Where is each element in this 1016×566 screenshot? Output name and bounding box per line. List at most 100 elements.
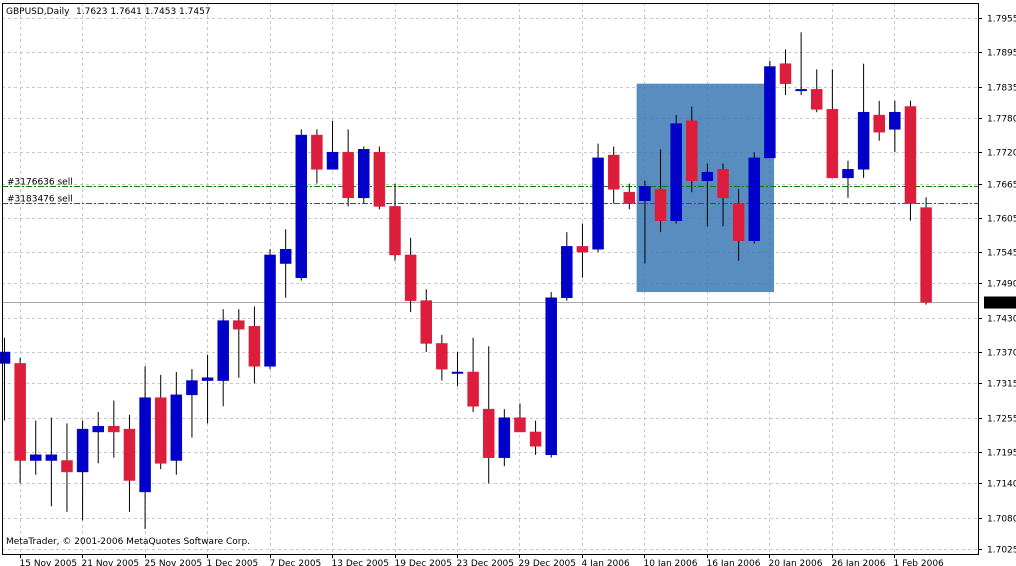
price-label: 1.7665 — [987, 181, 1016, 191]
candle — [795, 32, 807, 96]
candle — [810, 69, 823, 113]
price-label: 1.7430 — [987, 315, 1016, 325]
plot-frame — [2, 3, 979, 555]
candle — [139, 366, 151, 530]
candle-body-bull — [748, 157, 761, 241]
candle-body-bear — [529, 431, 542, 447]
candle-body-bear — [654, 189, 667, 221]
candle — [873, 100, 885, 141]
candle-body-bull — [498, 417, 511, 458]
candle — [732, 189, 745, 261]
candle — [170, 372, 183, 475]
candle — [904, 100, 917, 221]
candle — [561, 232, 573, 301]
order-label: #3183476 sell — [7, 195, 73, 205]
candle-body-bull — [201, 377, 214, 381]
price-label: 1.7955 — [987, 15, 1016, 25]
candle-body-bear — [436, 343, 448, 370]
candle-body-bull — [701, 171, 714, 181]
candle-body-bear — [373, 151, 386, 207]
candle-body-bear — [623, 191, 636, 204]
candle-body-bull — [326, 151, 339, 170]
candle — [14, 357, 26, 484]
candle-body-bear — [154, 397, 167, 464]
price-label: 1.7255 — [987, 415, 1016, 425]
candle — [826, 69, 839, 179]
candle-body-bull — [170, 394, 183, 461]
price-label: 1.7605 — [987, 215, 1016, 225]
candle — [92, 411, 104, 464]
candle-body-bull — [451, 371, 464, 374]
candle — [264, 249, 276, 370]
candle — [451, 352, 464, 387]
date-label: 21 Nov 2005 — [82, 559, 140, 566]
candle-body-bear — [826, 109, 839, 179]
candle-body-bear — [732, 203, 745, 241]
candle-body-bull — [92, 425, 104, 433]
candles — [0, 32, 932, 530]
price-label: 1.7545 — [987, 249, 1016, 259]
candle — [779, 49, 792, 96]
candle — [607, 146, 620, 204]
candle — [404, 237, 417, 313]
price-label: 1.7780 — [987, 115, 1016, 125]
candle — [420, 289, 432, 353]
candle — [295, 129, 308, 281]
candle-body-bull — [76, 428, 89, 473]
candle-body-bull — [279, 248, 292, 264]
candle-body-bull — [358, 149, 370, 199]
candle — [233, 309, 245, 378]
candle-body-bull — [139, 397, 151, 493]
current-price-label: 1.7457 — [987, 299, 1016, 309]
candle — [326, 120, 339, 170]
candle — [764, 60, 776, 159]
candle — [686, 106, 698, 193]
candle — [61, 423, 73, 512]
candle — [45, 417, 58, 507]
candle-body-bear — [779, 63, 792, 84]
candle — [514, 403, 526, 433]
date-label: 25 Nov 2005 — [145, 559, 203, 566]
candle — [623, 183, 636, 210]
date-label: 1 Feb 2006 — [894, 559, 945, 566]
date-label: 29 Dec 2005 — [519, 559, 577, 566]
candle-body-bull — [295, 134, 308, 279]
candle — [186, 369, 198, 438]
candle-body-bear — [389, 206, 401, 256]
candle — [467, 337, 479, 412]
candle-body-bear — [873, 114, 885, 133]
candle-body-bear — [14, 363, 26, 461]
candle-body-bear — [248, 326, 261, 367]
candle-body-bear — [404, 254, 417, 301]
candle — [717, 163, 729, 227]
candle — [373, 146, 386, 210]
date-label: 20 Jan 2006 — [769, 559, 823, 566]
candle — [154, 374, 167, 470]
price-label: 1.7315 — [987, 380, 1016, 390]
candle-body-bear — [482, 408, 495, 458]
candle-body-bull — [842, 169, 854, 179]
candle-body-bull — [639, 186, 651, 201]
candle — [29, 420, 42, 475]
date-label: 19 Dec 2005 — [395, 559, 453, 566]
price-label: 1.7490 — [987, 280, 1016, 290]
candle-body-bear — [717, 169, 729, 199]
date-label: 16 Jan 2006 — [707, 559, 761, 566]
price-tag-bg — [984, 296, 1016, 309]
price-label: 1.7835 — [987, 84, 1016, 94]
candle — [701, 163, 714, 227]
candle-body-bear — [607, 154, 620, 190]
candle — [498, 409, 511, 467]
price-label: 1.7025 — [987, 546, 1016, 556]
date-label: 7 Dec 2005 — [270, 559, 322, 566]
candle — [248, 306, 261, 384]
candle — [201, 354, 214, 424]
candle — [670, 115, 682, 224]
candle-body-bear — [108, 425, 120, 433]
candle-body-bull — [186, 380, 198, 396]
axes: 1.7955 1.7895 1.7835 1.7780 1.7720 1.7665 1.76… — [2, 3, 1016, 566]
candle — [920, 197, 932, 305]
candle-body-bull — [592, 157, 604, 250]
